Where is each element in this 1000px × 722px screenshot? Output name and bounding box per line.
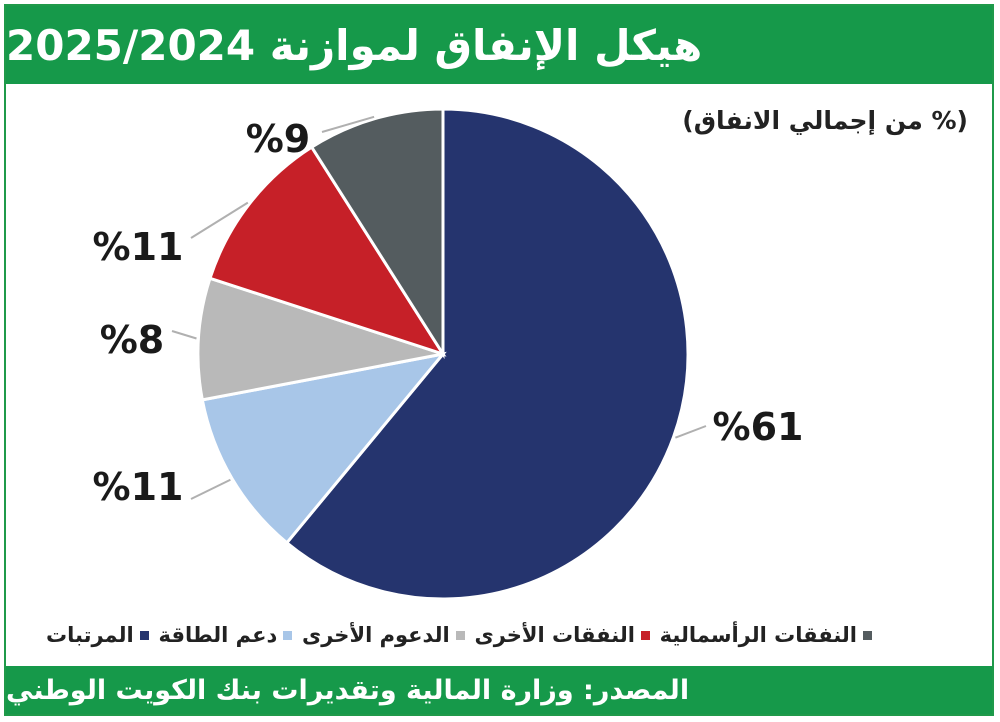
legend-swatch — [863, 630, 872, 640]
legend-swatch — [455, 630, 465, 640]
leader-line — [675, 425, 707, 439]
data-label: %61 — [713, 405, 804, 449]
legend-label: الدعوم الأخرى — [302, 623, 450, 647]
chart-subtitle: (% من إجمالي الانفاق) — [682, 106, 968, 135]
pie-slice — [196, 276, 444, 402]
legend-label: المرتبات — [46, 623, 134, 647]
legend-item-other-subsidies: الدعوم الأخرى — [302, 623, 465, 647]
chart-title: هيكل الإنفاق لموازنة 2025/2024 — [6, 20, 703, 70]
pie-slice — [309, 107, 445, 360]
pie-slice — [200, 351, 447, 545]
infographic-frame: هيكل الإنفاق لموازنة 2025/2024 (% من إجم… — [4, 4, 994, 716]
source-bar: المصدر: وزارة المالية وتقديرات بنك الكوي… — [6, 666, 992, 714]
source-text: المصدر: وزارة المالية وتقديرات بنك الكوي… — [6, 674, 690, 706]
title-bar: هيكل الإنفاق لموازنة 2025/2024 — [6, 6, 992, 84]
legend-swatch — [640, 630, 650, 640]
pie-slice — [208, 145, 447, 357]
chart-legend: المرتبات دعم الطاقة الدعوم الأخرى النفقا… — [46, 618, 872, 652]
pie-slice — [284, 107, 690, 601]
legend-item-other-expenses: النفقات الأخرى — [474, 623, 650, 647]
leader-line — [190, 478, 231, 500]
legend-swatch — [283, 630, 293, 640]
data-label: %11 — [93, 465, 184, 509]
leader-line — [171, 330, 197, 340]
legend-item-capital-expenditure: النفقات الرأسمالية — [660, 623, 872, 647]
leader-line — [190, 201, 249, 239]
legend-label: النفقات الرأسمالية — [659, 623, 857, 647]
leader-line — [321, 115, 375, 133]
legend-item-energy-subsidy: دعم الطاقة — [158, 623, 293, 647]
legend-item-salaries: المرتبات — [46, 623, 149, 647]
data-label: %8 — [100, 318, 165, 362]
data-label: %11 — [93, 225, 184, 269]
data-label: %9 — [246, 117, 311, 161]
legend-swatch — [139, 630, 149, 640]
legend-label: النفقات الأخرى — [474, 623, 635, 647]
pie-chart: %61 %11 %8 %11 %9 — [93, 107, 804, 601]
legend-label: دعم الطاقة — [158, 623, 278, 647]
